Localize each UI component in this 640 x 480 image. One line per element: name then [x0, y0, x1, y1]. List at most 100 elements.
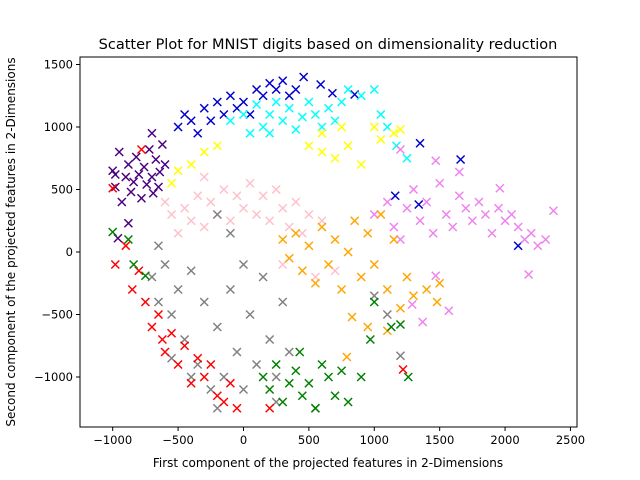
data-point — [369, 297, 379, 307]
data-point — [238, 384, 249, 395]
data-point — [186, 159, 196, 170]
data-point — [432, 297, 442, 307]
data-point — [193, 191, 203, 201]
data-point — [199, 297, 209, 307]
data-point — [310, 278, 320, 288]
data-point — [382, 284, 392, 295]
scatter-points — [108, 72, 558, 413]
data-point — [225, 378, 235, 388]
data-point — [350, 216, 360, 226]
data-point — [110, 182, 120, 192]
data-point — [180, 203, 190, 213]
data-point — [219, 184, 229, 195]
data-point — [395, 319, 405, 330]
data-point — [147, 128, 157, 138]
data-point — [278, 76, 288, 86]
data-point — [212, 141, 222, 151]
data-point — [206, 359, 216, 370]
data-point — [369, 259, 379, 270]
data-point — [245, 309, 255, 320]
data-point — [337, 97, 347, 107]
data-point — [139, 162, 149, 172]
data-point — [291, 366, 301, 376]
data-point — [155, 167, 165, 177]
data-point — [330, 391, 340, 401]
data-point — [186, 378, 196, 388]
x-axis-label: First component of the projected feature… — [153, 456, 503, 470]
data-point — [199, 172, 209, 182]
data-point — [299, 72, 309, 82]
data-point — [278, 397, 288, 407]
data-point — [330, 234, 340, 245]
data-point — [356, 372, 366, 382]
data-point — [291, 228, 301, 238]
data-point — [507, 209, 517, 220]
data-point — [140, 297, 150, 307]
y-axis: −1000 −500 0 500 1000 1500 — [34, 58, 80, 384]
x-tick-label: 2000 — [490, 433, 519, 447]
data-point — [323, 103, 334, 113]
data-point — [347, 312, 357, 322]
y-tick-label: 0 — [66, 245, 73, 259]
data-point — [144, 144, 154, 155]
data-point — [382, 309, 392, 320]
data-point — [167, 309, 177, 320]
data-point — [126, 187, 136, 197]
data-point — [343, 397, 353, 407]
data-point — [147, 322, 157, 332]
y-tick-label: −1000 — [34, 370, 73, 384]
series-1 — [173, 72, 523, 251]
data-point — [389, 128, 399, 138]
data-point — [369, 122, 379, 132]
data-point — [167, 209, 177, 220]
data-point — [337, 366, 347, 376]
data-point — [337, 284, 347, 295]
data-point — [513, 222, 523, 232]
data-point — [337, 122, 347, 132]
data-point — [153, 182, 164, 192]
data-point — [548, 206, 558, 216]
data-point — [238, 109, 249, 120]
data-point — [186, 116, 196, 126]
data-point — [121, 172, 131, 182]
data-point — [199, 147, 209, 157]
data-point — [495, 183, 505, 193]
data-point — [206, 116, 216, 126]
data-point — [238, 203, 249, 213]
data-point — [131, 152, 141, 162]
data-point — [330, 153, 340, 163]
data-point — [323, 259, 334, 270]
data-point — [219, 397, 229, 407]
data-point — [225, 116, 235, 126]
data-point — [238, 97, 249, 107]
data-point — [136, 193, 147, 203]
data-point — [225, 91, 235, 101]
data-point — [232, 191, 242, 201]
data-point — [448, 222, 458, 232]
data-point — [186, 266, 196, 276]
series-9 — [108, 227, 413, 413]
data-point — [278, 116, 288, 126]
series-8 — [108, 144, 408, 413]
data-point — [365, 334, 375, 345]
data-point — [297, 266, 307, 276]
data-point — [117, 197, 127, 207]
data-point — [402, 153, 412, 163]
data-point — [389, 222, 399, 232]
data-point — [123, 218, 133, 228]
data-point — [238, 259, 249, 270]
data-point — [291, 124, 301, 135]
data-point — [271, 359, 281, 370]
data-point — [142, 179, 152, 190]
data-point — [271, 184, 281, 195]
data-point — [386, 322, 396, 332]
data-point — [317, 222, 327, 232]
data-point — [395, 144, 405, 155]
data-point — [414, 199, 424, 210]
data-point — [271, 372, 281, 382]
data-point — [114, 147, 124, 157]
data-point — [291, 84, 301, 95]
plot-frame — [79, 56, 578, 428]
data-point — [415, 216, 425, 226]
